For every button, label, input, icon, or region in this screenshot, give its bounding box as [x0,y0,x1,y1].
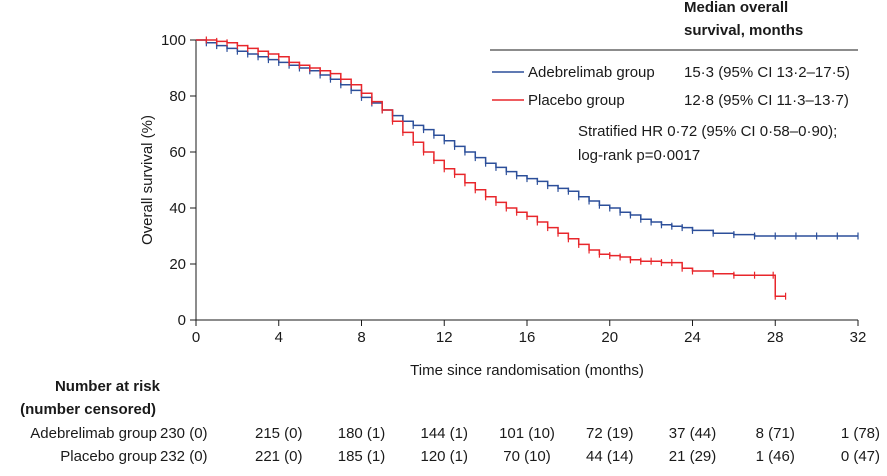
y-tick-label: 100 [161,32,186,49]
x-tick-label: 0 [192,329,200,346]
x-tick-label: 12 [436,329,453,346]
risk-value: 221 (0) [255,448,303,465]
risk-value: 1 (78) [841,425,880,442]
log-rank-text: log-rank p=0·0017 [578,147,700,164]
x-tick-label: 8 [357,329,365,346]
y-tick-label: 80 [169,88,186,105]
y-ticks: 0 20 40 60 80 100 [161,32,196,329]
risk-table-title-line1: Number at risk [55,378,161,395]
x-axis: 0 4 8 12 16 20 24 28 32 [192,319,867,346]
legend-median-placebo: 12·8 (95% CI 11·3–13·7) [684,92,849,109]
x-tick-label: 20 [601,329,618,346]
risk-row-label-adebrelimab: Adebrelimab group [30,425,157,442]
risk-value: 230 (0) [160,425,208,442]
y-tick-label: 20 [169,256,186,273]
x-tick-label: 4 [275,329,283,346]
risk-value: 37 (44) [669,425,717,442]
y-axis-title: Overall survival (%) [139,115,156,245]
risk-row-label-placebo: Placebo group [60,448,157,465]
x-tick-label: 28 [767,329,784,346]
risk-table-title-line2: (number censored) [20,401,156,418]
risk-value: 180 (1) [338,425,386,442]
risk-value: 215 (0) [255,425,303,442]
x-tick-label: 32 [850,329,867,346]
risk-value: 44 (14) [586,448,634,465]
risk-value: 144 (1) [420,425,468,442]
risk-value: 1 (46) [756,448,795,465]
legend: Median overall survival, months Adebreli… [490,0,858,164]
x-axis-title: Time since randomisation (months) [410,362,644,379]
hazard-ratio-text: Stratified HR 0·72 (95% CI 0·58–0·90); [578,123,837,140]
x-tick-label: 24 [684,329,701,346]
risk-value: 8 (71) [756,425,795,442]
risk-value: 21 (29) [669,448,717,465]
series-layer [196,36,859,300]
y-tick-label: 60 [169,144,186,161]
risk-value: 70 (10) [503,448,551,465]
x-ticks: 0 4 8 12 16 20 24 28 32 [192,320,867,346]
risk-table: Number at risk (number censored) Adebrel… [20,378,880,465]
risk-value: 72 (19) [586,425,634,442]
legend-label-adebrelimab: Adebrelimab group [528,64,655,81]
risk-value: 232 (0) [160,448,208,465]
risk-value: 0 (47) [841,448,880,465]
y-tick-label: 40 [169,200,186,217]
x-tick-label: 16 [519,329,536,346]
legend-label-placebo: Placebo group [528,92,625,109]
risk-value: 185 (1) [338,448,386,465]
y-tick-label: 0 [178,312,186,329]
legend-header-line2: survival, months [684,22,803,39]
risk-value: 120 (1) [420,448,468,465]
legend-median-adebrelimab: 15·3 (95% CI 13·2–17·5) [684,64,850,81]
risk-value: 101 (10) [499,425,555,442]
y-axis: 0 20 40 60 80 100 [161,32,197,329]
legend-header-line1: Median overall [684,0,788,16]
risk-values: 230 (0) 215 (0) 180 (1) 144 (1) 101 (10) 72 (… [160,425,880,465]
